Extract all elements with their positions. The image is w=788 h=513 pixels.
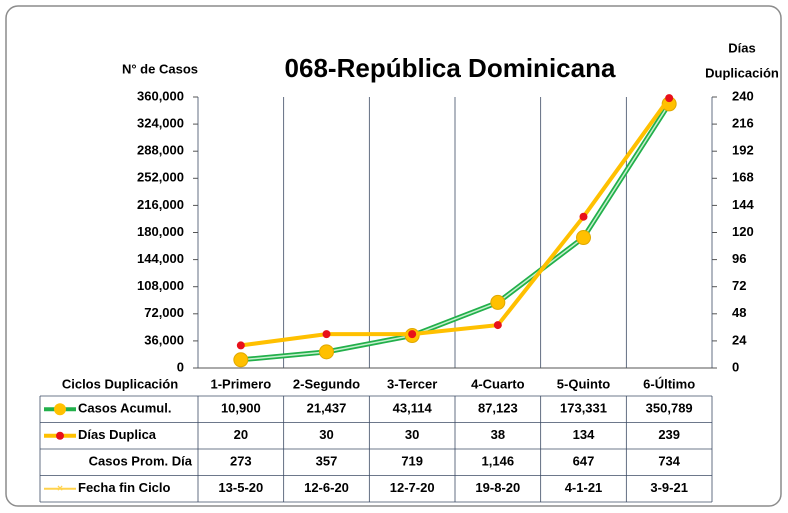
table-cell: 19-8-20 (475, 480, 520, 495)
y-tick-label: 72,000 (144, 305, 184, 320)
table-header: Ciclos Duplicación (62, 376, 178, 391)
y-tick-label: 180,000 (137, 224, 184, 239)
table-cell: 3-9-21 (650, 480, 688, 495)
data-point (233, 352, 249, 368)
x-tick-label: 3-Tercer (387, 376, 437, 391)
y2-tick-label: 168 (732, 170, 754, 185)
x-tick-label: 4-Cuarto (471, 376, 525, 391)
x-tick-label: 6-Último (643, 376, 695, 391)
table-cell: 1,146 (482, 454, 515, 469)
y-tick-label: 252,000 (137, 170, 184, 185)
table-cell: 134 (573, 427, 595, 442)
table-cell: 38 (491, 427, 505, 442)
series-line (240, 96, 671, 348)
x-tick-label: 5-Quinto (557, 376, 610, 391)
table-cell: 12-6-20 (304, 480, 349, 495)
y-axis-label: N° de Casos (122, 61, 198, 76)
y2-tick-label: 24 (732, 332, 747, 347)
y-tick-label: 108,000 (137, 278, 184, 293)
y2-tick-label: 120 (732, 224, 754, 239)
data-point (319, 344, 334, 360)
legend-label: Casos Acumul. (78, 401, 171, 416)
table-cell: 12-7-20 (390, 480, 435, 495)
series-line-inner (240, 103, 670, 361)
y2-tick-label: 96 (732, 251, 746, 266)
table-cell: 719 (401, 454, 423, 469)
table-cell: 647 (573, 454, 595, 469)
legend-marker (54, 403, 66, 416)
table-cell: 30 (319, 427, 333, 442)
data-point (665, 94, 674, 103)
y2-tick-label: 216 (732, 116, 754, 131)
y2-tick-label: 0 (732, 359, 739, 374)
table-cell: 20 (234, 427, 248, 442)
y2-tick-label: 72 (732, 278, 746, 293)
y-tick-label: 144,000 (137, 251, 184, 266)
table-cell: 43,114 (393, 401, 433, 416)
data-point (579, 212, 588, 221)
data-point (493, 321, 502, 330)
x-tick-label: 1-Primero (210, 376, 271, 391)
chart-title: 068-República Dominicana (285, 53, 616, 83)
table-cell: 10,900 (221, 401, 261, 416)
table-cell: 30 (405, 427, 419, 442)
x-tick-label: 2-Segundo (293, 376, 360, 391)
legend-label: Días Duplica (78, 427, 157, 442)
table-cell: 239 (658, 427, 680, 442)
data-point (408, 330, 417, 339)
table-cell: 21,437 (307, 401, 347, 416)
y-tick-label: 288,000 (137, 143, 184, 158)
table-cell: 173,331 (560, 401, 607, 416)
y2-tick-label: 48 (732, 305, 746, 320)
table-cell: 87,123 (478, 401, 518, 416)
y-tick-label: 324,000 (137, 116, 184, 131)
y2-axis-label: Días (728, 40, 755, 55)
table-cell: 350,789 (646, 401, 693, 416)
table-cell: 357 (316, 454, 338, 469)
data-point (236, 341, 245, 350)
chart-border (5, 5, 782, 507)
y-tick-label: 360,000 (137, 88, 184, 103)
table-cell: 734 (658, 454, 680, 469)
table-cell: 273 (230, 454, 252, 469)
y2-tick-label: 240 (732, 88, 754, 103)
y2-tick-label: 192 (732, 143, 754, 158)
y2-tick-label: 144 (732, 197, 754, 212)
y2-axis-label: Duplicación (705, 65, 779, 80)
table-cell: 13-5-20 (218, 480, 263, 495)
legend-label: Casos Prom. Día (89, 454, 193, 469)
table-cell: 4-1-21 (565, 480, 603, 495)
data-point (576, 230, 591, 246)
data-point (322, 330, 331, 339)
legend-label: Fecha fin Ciclo (78, 480, 171, 495)
legend-marker: × (57, 483, 63, 494)
y-tick-label: 216,000 (137, 197, 184, 212)
legend-marker (56, 431, 64, 440)
y-tick-label: 36,000 (144, 332, 184, 347)
data-point (490, 294, 506, 310)
y-tick-label: 0 (177, 359, 184, 374)
